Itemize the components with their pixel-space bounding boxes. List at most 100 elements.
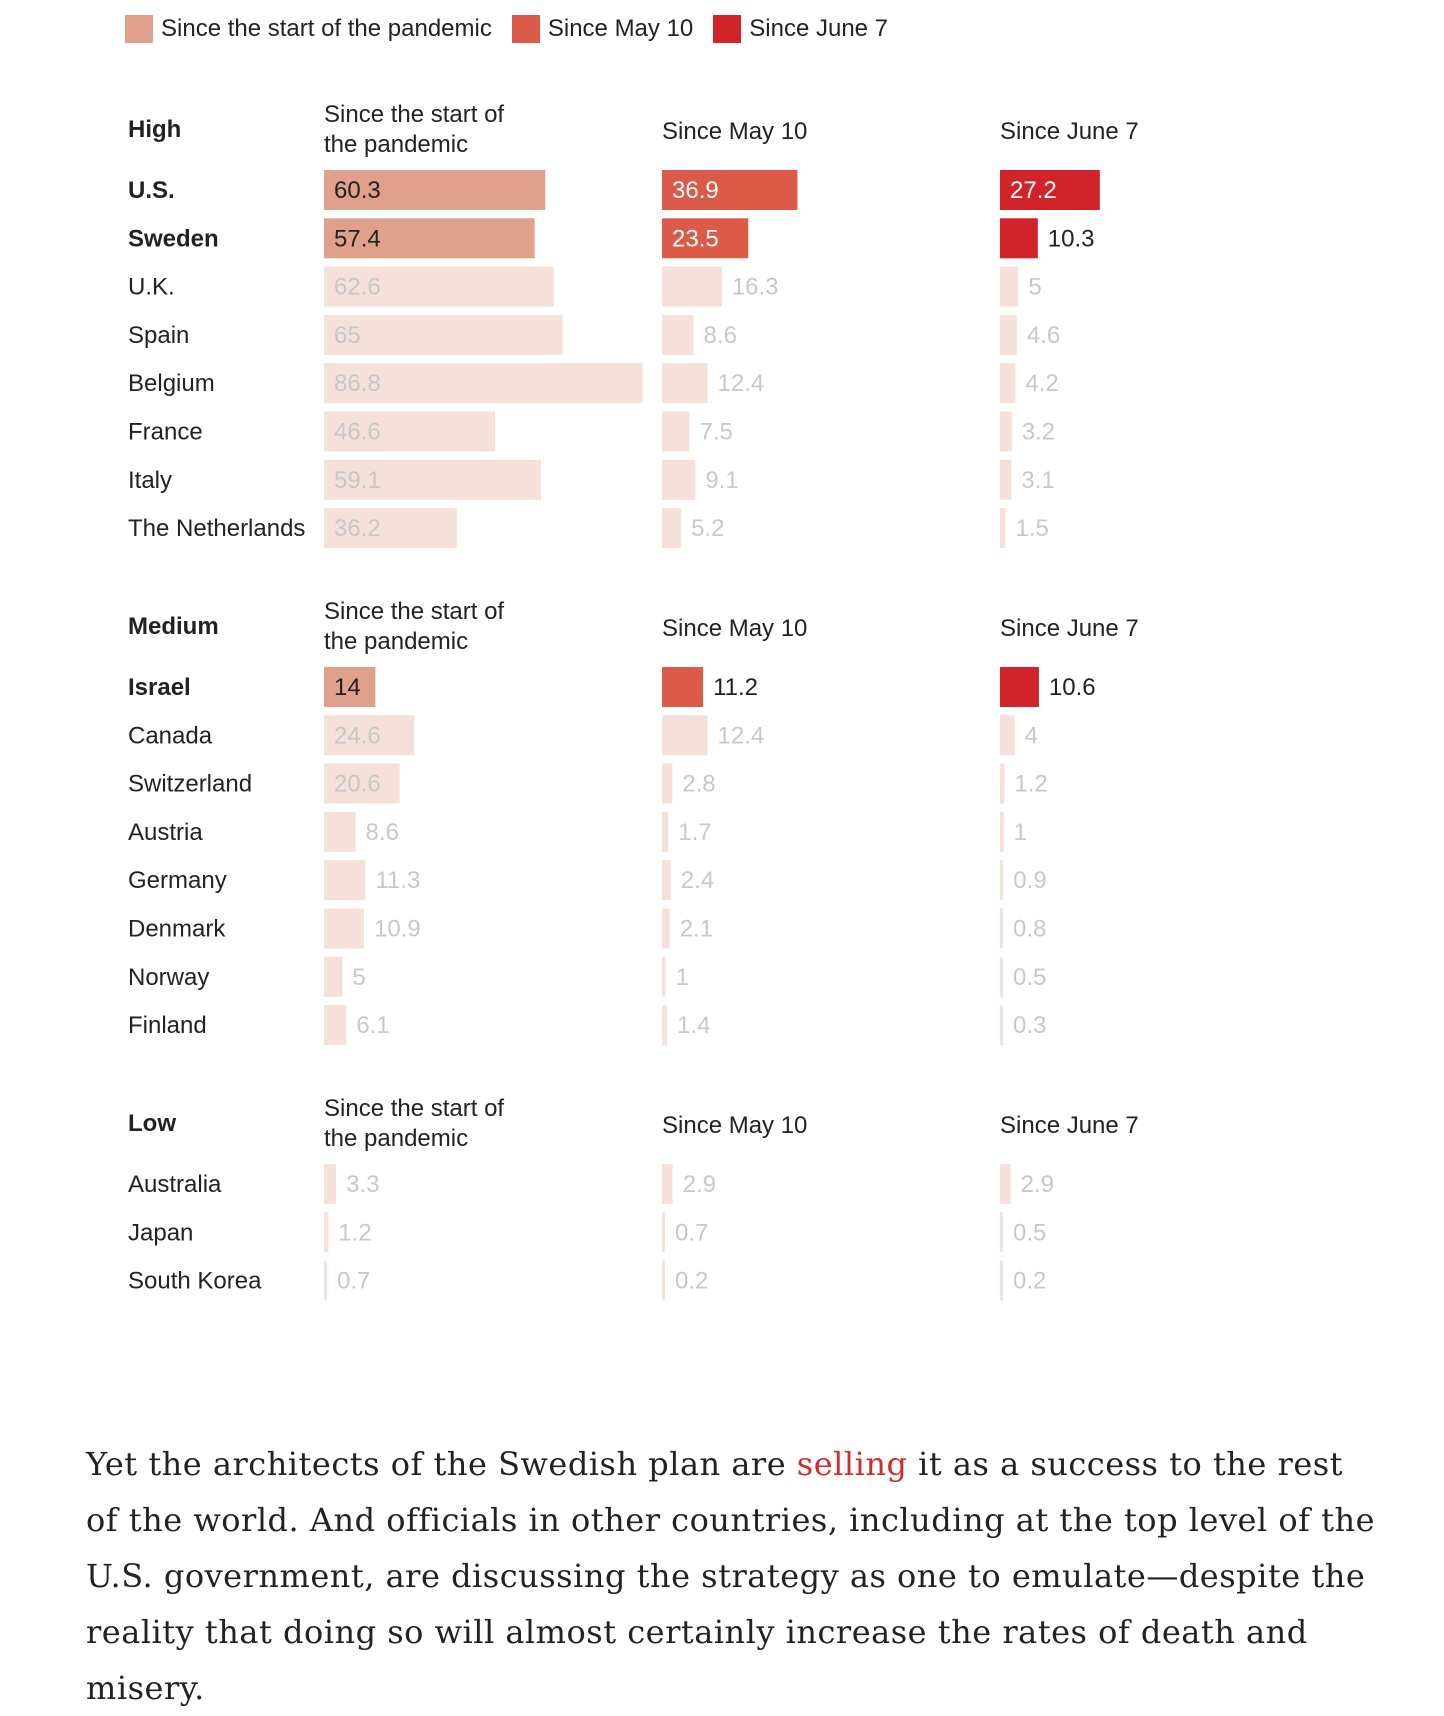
bar-belgium-0	[324, 363, 643, 404]
value-label-finland-2: 0.3	[1013, 1012, 1046, 1039]
selling-link[interactable]: selling	[796, 1445, 908, 1483]
bar-austria-1	[662, 811, 669, 852]
bar-u-s-1	[662, 170, 798, 210]
bar-finland-2	[1000, 1005, 1003, 1046]
value-label-italy-0: 59.1	[334, 467, 381, 494]
value-label-south-korea-2: 0.2	[1013, 1268, 1046, 1295]
value-label-finland-0: 6.1	[356, 1012, 389, 1039]
bar-norway-2	[1000, 956, 1003, 997]
column-header-line: Since the start of	[324, 598, 504, 625]
value-label-sweden-1: 23.5	[672, 225, 719, 252]
bar-australia-1	[662, 1164, 673, 1204]
value-label-u-s-2: 27.2	[1010, 177, 1057, 204]
value-label-israel-0: 14	[334, 674, 361, 701]
value-label-finland-1: 1.4	[677, 1012, 710, 1039]
value-label-u-k-0: 62.6	[334, 274, 381, 301]
value-label-u-s-1: 36.9	[672, 177, 719, 204]
legend-swatch-may	[511, 15, 540, 43]
column-header-june: Since June 7	[1000, 1112, 1139, 1139]
legend-label-pandemic: Since the start of the pandemic	[161, 15, 492, 42]
value-label-switzerland-0: 20.6	[334, 771, 381, 798]
column-header-pandemic: Since the start of the pandemic	[324, 598, 504, 655]
bar-switzerland-0	[324, 763, 400, 804]
value-label-australia-2: 2.9	[1021, 1171, 1054, 1198]
group-label-low: Low	[128, 1110, 176, 1137]
value-label-france-1: 7.5	[700, 419, 733, 446]
column-header-june: Since June 7	[1000, 118, 1139, 145]
value-label-austria-0: 8.6	[366, 819, 399, 846]
legend-label-june: Since June 7	[749, 15, 889, 42]
value-label-belgium-1: 12.4	[718, 370, 765, 397]
bar-switzerland-1	[662, 763, 673, 804]
bar-norway-1	[662, 956, 666, 997]
value-label-austria-2: 1	[1014, 819, 1027, 846]
country-label-france: France	[128, 419, 203, 446]
value-label-south-korea-1: 0.2	[675, 1268, 708, 1295]
bar-switzerland-2	[1000, 763, 1005, 804]
value-label-italy-2: 3.1	[1021, 467, 1054, 494]
value-label-switzerland-1: 2.8	[682, 771, 715, 798]
bar-belgium-2	[1000, 363, 1016, 404]
value-label-france-0: 46.6	[334, 419, 381, 446]
value-label-sweden-0: 57.4	[334, 225, 381, 252]
bar-israel-1	[662, 667, 704, 707]
bar-finland-1	[662, 1005, 668, 1046]
value-label-spain-2: 4.6	[1027, 322, 1060, 349]
value-label-italy-1: 9.1	[705, 467, 738, 494]
bar-spain-1	[662, 314, 694, 355]
column-header-line: the pandemic	[324, 131, 468, 158]
bar-austria-2	[1000, 811, 1004, 852]
value-label-australia-0: 3.3	[346, 1171, 379, 1198]
value-label-japan-2: 0.5	[1013, 1219, 1046, 1246]
value-label-denmark-2: 0.8	[1013, 916, 1046, 943]
country-label-switzerland: Switzerland	[128, 771, 252, 798]
article-text-after: it as a success to the rest of the world…	[86, 1445, 1375, 1707]
country-label-norway: Norway	[128, 964, 209, 991]
value-label-switzerland-2: 1.2	[1014, 771, 1047, 798]
bar-sweden-0	[324, 218, 535, 259]
column-header-line: the pandemic	[324, 1125, 468, 1152]
column-header-may: Since May 10	[662, 118, 807, 145]
bar-australia-0	[324, 1164, 337, 1204]
bar-israel-2	[1000, 667, 1039, 707]
value-label-south-korea-0: 0.7	[337, 1268, 370, 1295]
value-label-israel-2: 10.6	[1049, 674, 1096, 701]
value-label-austria-1: 1.7	[678, 819, 711, 846]
bar-spain-0	[324, 314, 563, 355]
column-header-line: Since the start of	[324, 101, 504, 128]
value-label-germany-2: 0.9	[1013, 867, 1046, 894]
group-label-medium: Medium	[128, 613, 219, 640]
column-header-pandemic: Since the start of the pandemic	[324, 101, 504, 158]
value-label-france-2: 3.2	[1022, 419, 1055, 446]
article-text-before: Yet the architects of the Swedish plan a…	[86, 1445, 797, 1483]
legend-swatch-pandemic	[125, 15, 153, 43]
country-label-israel: Israel	[128, 674, 191, 701]
bar-germany-2	[1000, 860, 1004, 901]
bar-the-netherlands-1	[662, 508, 682, 549]
bar-austria-0	[324, 811, 356, 852]
bar-norway-0	[324, 956, 343, 997]
value-label-norway-1: 1	[676, 964, 689, 991]
country-label-canada: Canada	[128, 722, 213, 749]
country-label-south-korea: South Korea	[128, 1268, 262, 1295]
value-label-spain-0: 65	[334, 322, 361, 349]
country-label-the-netherlands: The Netherlands	[128, 515, 305, 542]
bar-italy-2	[1000, 459, 1012, 500]
bar-south-korea-2	[1000, 1260, 1003, 1301]
bar-u-s-2	[1000, 170, 1100, 210]
bar-germany-1	[662, 860, 671, 901]
bar-australia-2	[1000, 1164, 1011, 1204]
bar-japan-1	[662, 1212, 665, 1253]
country-label-spain: Spain	[128, 322, 189, 349]
legend-swatch-june	[713, 15, 742, 43]
bar-sweden-1	[662, 218, 749, 259]
column-header-pandemic: Since the start of the pandemic	[324, 1095, 504, 1152]
article-paragraph: Yet the architects of the Swedish plan a…	[86, 1436, 1376, 1716]
bar-u-k-2	[1000, 266, 1019, 307]
bar-south-korea-1	[662, 1260, 665, 1301]
value-label-belgium-0: 86.8	[334, 370, 381, 397]
bar-spain-2	[1000, 314, 1017, 355]
bar-u-k-0	[324, 266, 554, 307]
value-label-canada-2: 4	[1025, 722, 1038, 749]
